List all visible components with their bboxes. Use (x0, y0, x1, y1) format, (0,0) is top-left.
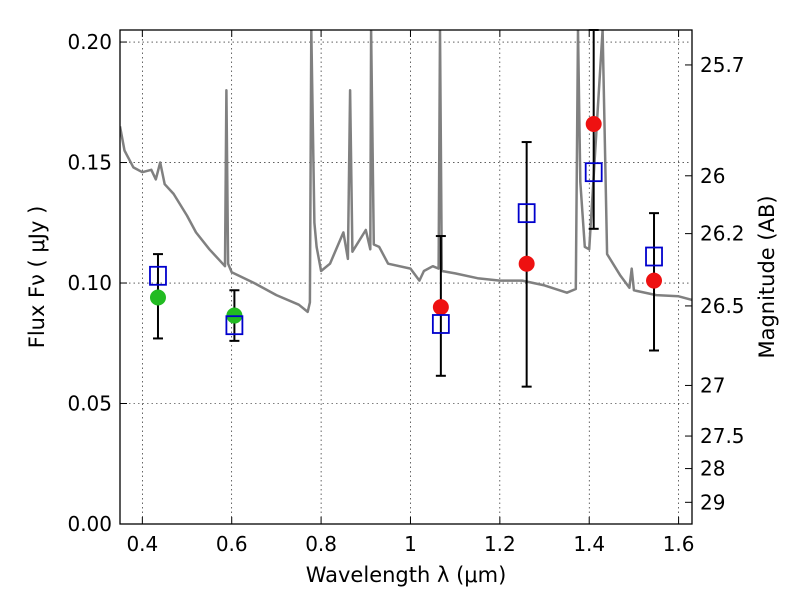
right-tick-label: 28 (700, 457, 725, 481)
right-tick-label: 26 (700, 164, 725, 188)
x-axis-label: Wavelength λ (μm) (306, 563, 507, 587)
x-tick-label: 1 (404, 532, 417, 556)
right-tick-label: 25.7 (700, 53, 745, 77)
x-tick-label: 1.2 (484, 532, 516, 556)
data-point-circle (646, 272, 663, 289)
y-tick-label: 0.20 (67, 30, 112, 54)
spectrum-line (120, 30, 692, 314)
grid (120, 30, 692, 525)
x-tick-label: 0.8 (305, 532, 337, 556)
data-point-square (645, 246, 663, 267)
right-tick-label: 27.5 (700, 424, 745, 448)
x-tick-label: 1.6 (663, 532, 695, 556)
data-point-circle (432, 299, 449, 316)
y-tick-label: 0.00 (67, 512, 112, 536)
y-tick-label: 0.15 (67, 151, 112, 175)
data-point-circle (149, 289, 166, 306)
data-point-square (517, 203, 536, 224)
y-axis-label: Flux Fν ( μJy ) (25, 206, 49, 349)
right-tick-label: 27 (700, 373, 725, 397)
y-tick-label: 0.10 (67, 271, 112, 295)
right-tick-label: 26.5 (700, 294, 745, 318)
right-axis-label: Magnitude (AB) (755, 195, 779, 358)
data-point-circle (518, 255, 535, 272)
model-spectrum (120, 30, 692, 314)
data-point-circle (585, 115, 602, 132)
data-point-square (225, 315, 244, 336)
right-tick-label: 26.2 (700, 222, 745, 246)
x-tick-label: 0.4 (126, 532, 158, 556)
plot-frame (119, 29, 693, 525)
data-point-square (149, 265, 167, 286)
data-point-square (584, 162, 603, 183)
data-point-square (431, 314, 450, 334)
x-tick-label: 0.6 (216, 532, 248, 556)
right-tick-label: 29 (700, 490, 725, 514)
axis-ticks: 0.4 0.6 0.8 1 1.2 1.4 1.6 0.00 0.05 0.10 0.15 0.20 2… (67, 30, 745, 556)
y-tick-label: 0.05 (67, 392, 112, 416)
x-tick-label: 1.4 (573, 532, 605, 556)
data-markers (149, 115, 663, 336)
